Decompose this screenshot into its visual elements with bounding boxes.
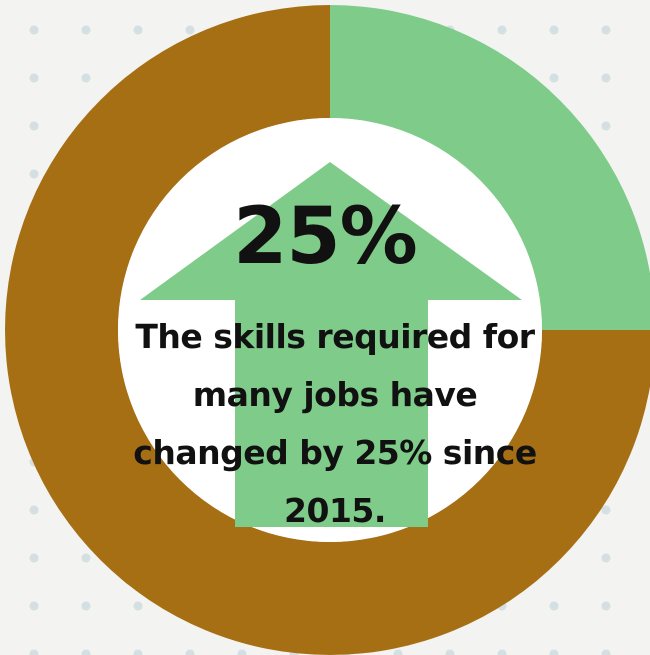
donut-slice-unchanged [5, 5, 650, 655]
statistic-caption: The skills required for many jobs have c… [133, 317, 537, 530]
donut-slice-changed [330, 5, 650, 330]
up-arrow-icon [140, 162, 522, 527]
headline-percentage: 25% [233, 192, 418, 282]
